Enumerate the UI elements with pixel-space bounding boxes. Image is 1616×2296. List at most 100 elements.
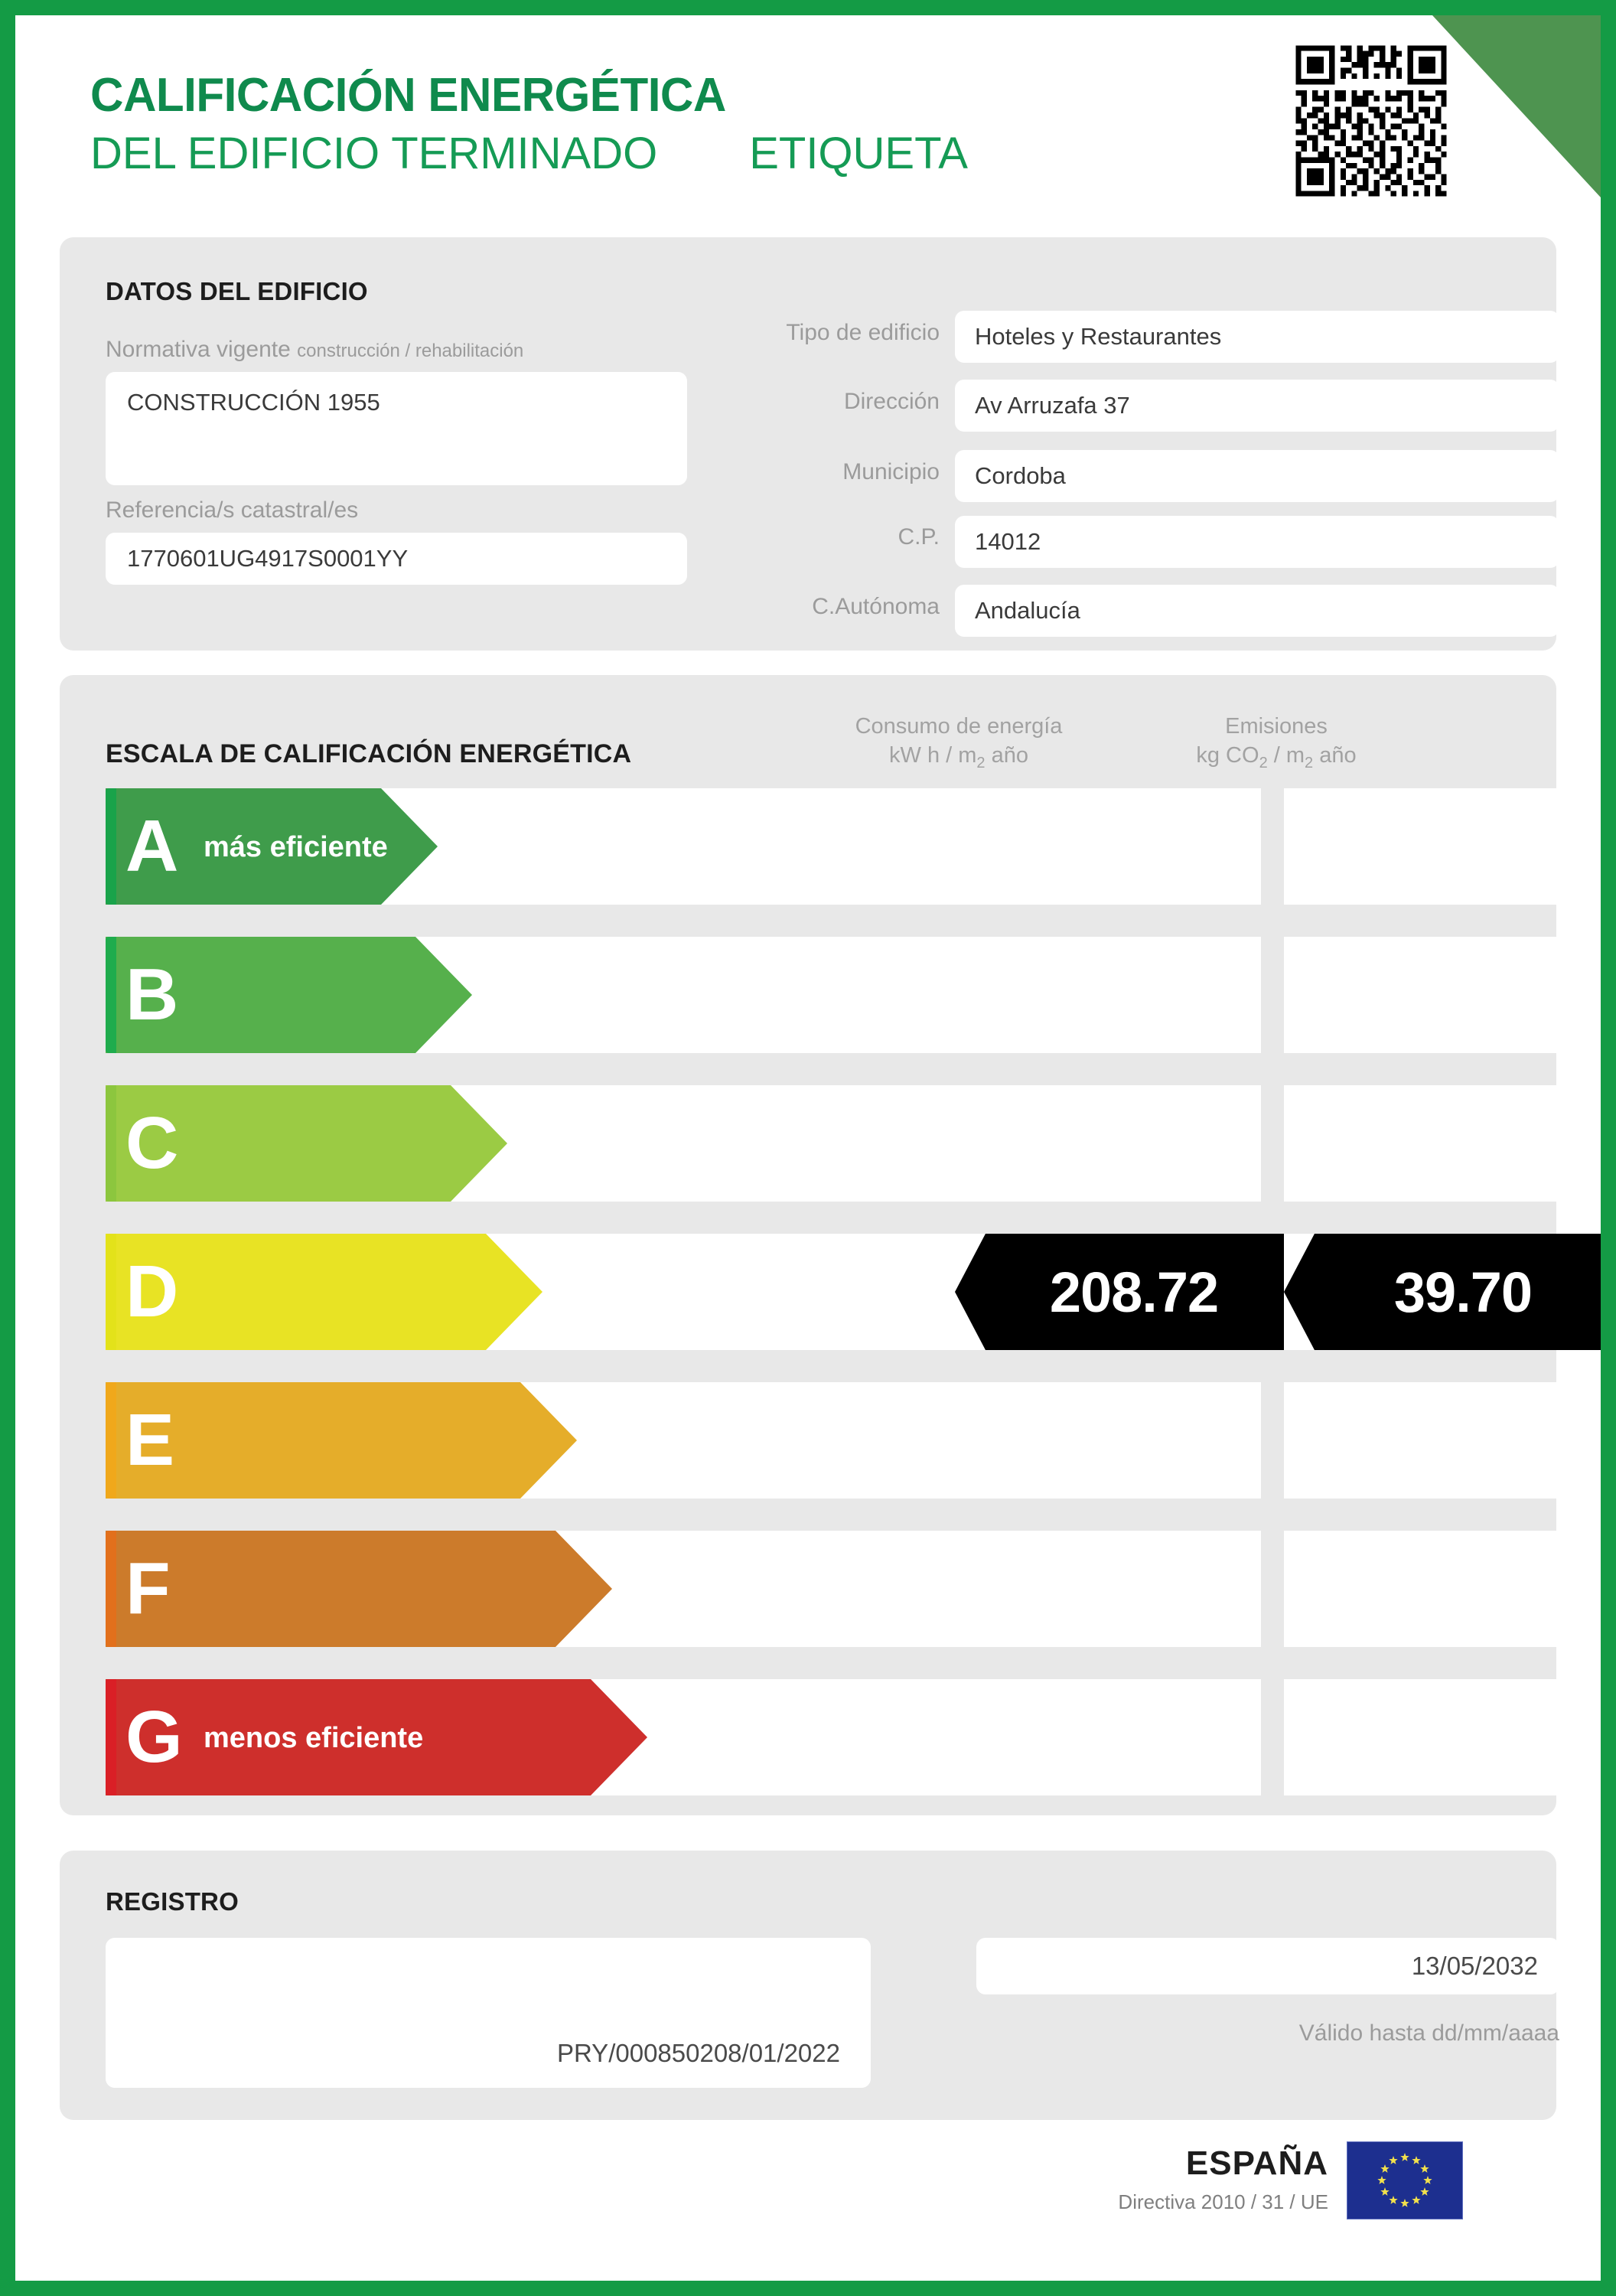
energy-band-accent-stripe: [106, 1382, 116, 1499]
value-badge-emisiones: 39.70: [1284, 1234, 1601, 1350]
energy-band-shape: [106, 1234, 542, 1350]
field-input-ca[interactable]: Andalucía: [955, 585, 1559, 637]
field-label-cp: C.P.: [898, 524, 940, 550]
energy-scale-title: ESCALA DE CALIFICACIÓN ENERGÉTICA: [106, 739, 632, 768]
value-badge-text: 39.70: [1393, 1260, 1533, 1324]
header: CALIFICACIÓN ENERGÉTICA DEL EDIFICIO TER…: [15, 15, 1601, 207]
energy-band-letter: G: [125, 1696, 183, 1778]
energy-band-accent-stripe: [106, 788, 116, 905]
energy-band-c: C: [106, 1085, 507, 1202]
field-value-tipo: Hoteles y Restaurantes: [975, 323, 1222, 350]
energy-band-sublabel: menos eficiente: [204, 1722, 424, 1755]
column-header-emisiones: Emisiones kg CO2 / m2 año: [1123, 712, 1429, 778]
energy-band-accent-stripe: [106, 937, 116, 1053]
field-value-ca: Andalucía: [975, 597, 1080, 624]
energy-band-accent-stripe: [106, 1085, 116, 1202]
energy-band-accent-stripe: [106, 1531, 116, 1647]
energy-band-letter: D: [125, 1251, 179, 1332]
energy-band-letter: A: [125, 805, 179, 887]
column-header-consumo-line2: kW h / m2 año: [806, 741, 1112, 778]
emisiones-unit-sub2: 2: [1305, 754, 1314, 771]
value-cell-consumo: [955, 937, 1261, 1053]
energy-band-accent-stripe: [106, 1234, 116, 1350]
field-label-ca: C.Autónoma: [812, 594, 940, 619]
normativa-label-main: Normativa vigente: [106, 337, 291, 362]
normativa-label-sub: construcción / rehabilitación: [297, 341, 524, 361]
page-subtitle: DEL EDIFICIO TERMINADO: [90, 129, 658, 178]
valid-date-input[interactable]: 13/05/2032: [976, 1938, 1559, 1994]
field-input-direccion[interactable]: Av Arruzafa 37: [955, 380, 1559, 432]
emisiones-unit-mid: / m: [1267, 743, 1305, 768]
directive-label: Directiva 2010 / 31 / UE: [1118, 2190, 1328, 2213]
emisiones-unit-a: kg CO: [1196, 743, 1259, 768]
energy-band-shape: [106, 1531, 612, 1647]
registry-number-input[interactable]: PRY/000850208/01/2022: [106, 1938, 871, 2088]
energy-band-shape: [106, 1679, 647, 1795]
value-cell-consumo: [955, 1085, 1261, 1202]
energy-band-letter: C: [125, 1102, 179, 1184]
title-subrow: DEL EDIFICIO TERMINADO ETIQUETA: [90, 129, 968, 179]
eu-flag: [1347, 2141, 1463, 2219]
valid-date-hint: Válido hasta dd/mm/aaaa: [1298, 2020, 1559, 2046]
energy-band-letter: E: [125, 1399, 175, 1481]
footer: ESPAÑA Directiva 2010 / 31 / UE: [15, 2135, 1601, 2281]
referencia-value: 1770601UG4917S0001YY: [127, 545, 409, 572]
energy-band-shape: [106, 937, 472, 1053]
normativa-value: CONSTRUCCIÓN 1955: [127, 389, 380, 416]
column-header-emisiones-line2: kg CO2 / m2 año: [1123, 741, 1429, 778]
field-value-direccion: Av Arruzafa 37: [975, 392, 1130, 419]
value-cell-consumo: [955, 1531, 1261, 1647]
energy-band-d: D: [106, 1234, 542, 1350]
building-data-title: DATOS DEL EDIFICIO: [106, 277, 368, 305]
energy-band-b: B: [106, 937, 472, 1053]
energy-band-shape: [106, 788, 438, 905]
value-cell-emisiones: [1284, 1085, 1590, 1202]
column-header-consumo: Consumo de energía kW h / m2 año: [806, 712, 1112, 778]
registry-number-value: PRY/000850208/01/2022: [556, 2039, 840, 2067]
country-label: ESPAÑA: [1185, 2144, 1328, 2182]
consumo-unit-b: año: [985, 743, 1028, 768]
energy-band-letter: B: [125, 954, 179, 1035]
normativa-label: Normativa vigente construcción / rehabil…: [106, 337, 523, 363]
field-input-tipo[interactable]: Hoteles y Restaurantes: [955, 311, 1559, 363]
page-title: CALIFICACIÓN ENERGÉTICA: [90, 69, 726, 122]
value-cell-emisiones: [1284, 937, 1590, 1053]
label-page: CALIFICACIÓN ENERGÉTICA DEL EDIFICIO TER…: [15, 15, 1601, 2281]
qr-code[interactable]: [1290, 40, 1452, 202]
consumo-unit-a: kW h / m: [889, 743, 977, 768]
value-cell-consumo: [955, 1382, 1261, 1499]
consumo-unit-sub: 2: [976, 754, 986, 771]
registry-card: REGISTRO PRY/000850208/01/2022 13/05/203…: [60, 1851, 1559, 2120]
field-label-municipio: Municipio: [842, 459, 940, 484]
building-data-card: DATOS DEL EDIFICIO Normativa vigente con…: [60, 237, 1559, 651]
energy-band-f: F: [106, 1531, 612, 1647]
valid-date-value: 13/05/2032: [1411, 1952, 1538, 1980]
field-value-cp: 14012: [975, 528, 1041, 555]
emisiones-unit-b: año: [1313, 743, 1357, 768]
energy-band-shape: [106, 1085, 507, 1202]
energy-band-sublabel: más eficiente: [204, 831, 388, 864]
field-input-cp[interactable]: 14012: [955, 516, 1559, 568]
value-cell-consumo: [955, 788, 1261, 905]
registry-title: REGISTRO: [106, 1887, 239, 1916]
normativa-input[interactable]: CONSTRUCCIÓN 1955: [106, 372, 687, 485]
value-cell-emisiones: [1284, 1382, 1590, 1499]
energy-band-accent-stripe: [106, 1679, 116, 1795]
energy-scale-card: ESCALA DE CALIFICACIÓN ENERGÉTICA Consum…: [60, 675, 1601, 1815]
corner-fold-decoration: [1432, 15, 1601, 197]
value-badge-consumo: 208.72: [955, 1234, 1295, 1350]
etiqueta-label: ETIQUETA: [749, 129, 968, 178]
column-header-emisiones-line1: Emisiones: [1225, 714, 1328, 739]
value-cell-emisiones: [1284, 788, 1590, 905]
field-input-municipio[interactable]: Cordoba: [955, 450, 1559, 502]
column-header-consumo-line1: Consumo de energía: [855, 714, 1063, 739]
title-block: CALIFICACIÓN ENERGÉTICA: [90, 69, 746, 122]
value-badge-text: 208.72: [1049, 1260, 1219, 1324]
emisiones-unit-sub1: 2: [1259, 754, 1268, 771]
energy-band-letter: F: [125, 1548, 171, 1629]
energy-band-e: E: [106, 1382, 577, 1499]
value-cell-emisiones: [1284, 1531, 1590, 1647]
referencia-input[interactable]: 1770601UG4917S0001YY: [106, 533, 687, 585]
